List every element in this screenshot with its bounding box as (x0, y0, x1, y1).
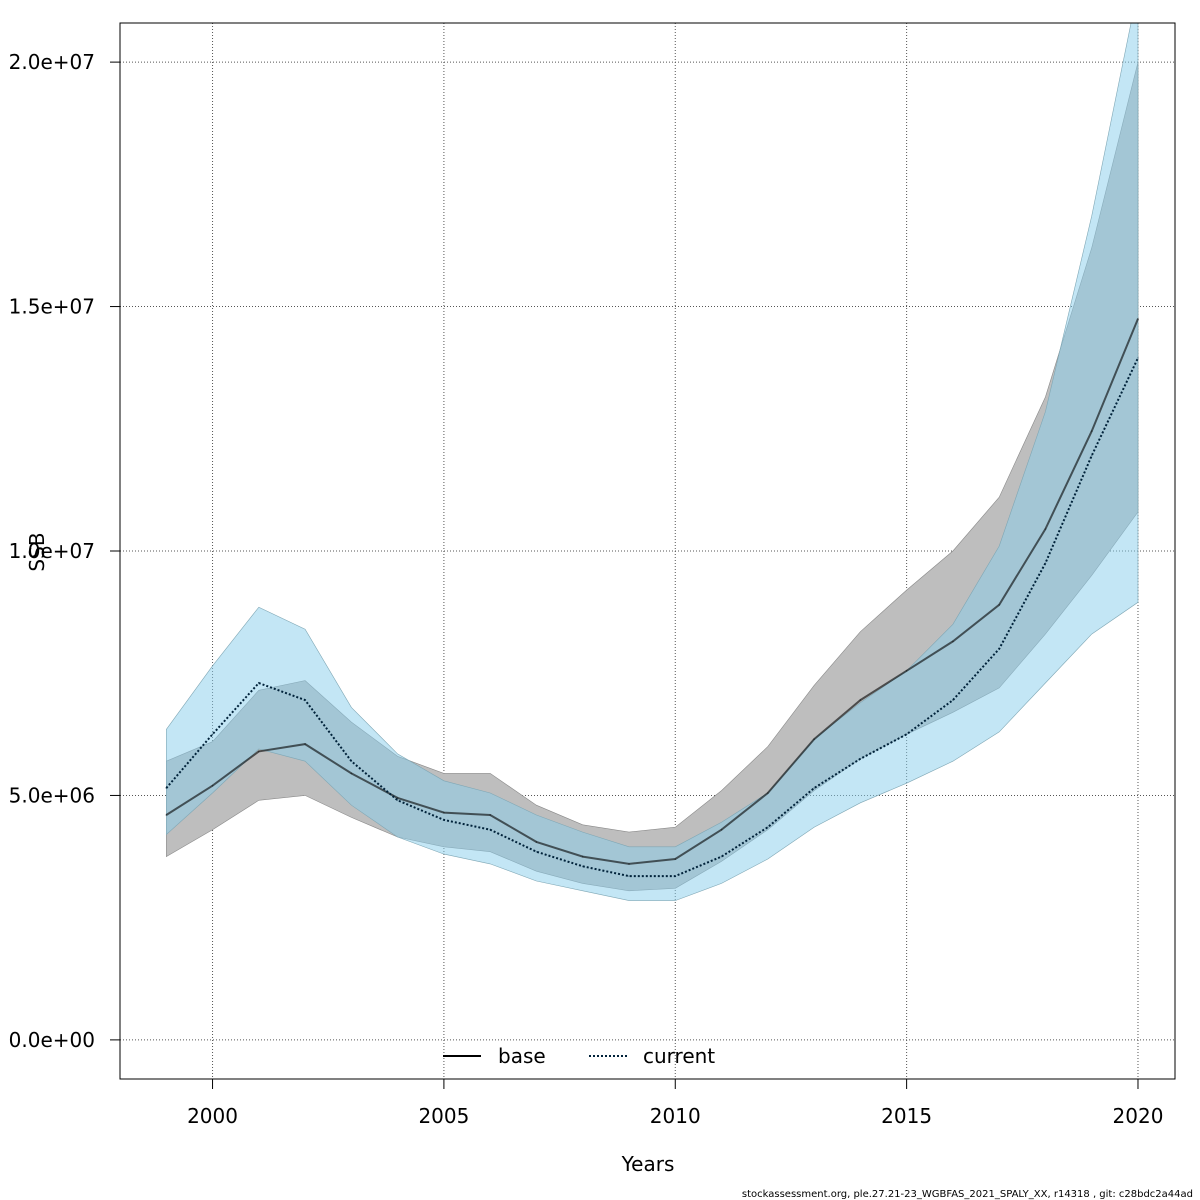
y-tick-label: 2.0e+07 (9, 50, 95, 74)
data-point-base (489, 814, 492, 816)
data-point-base (628, 863, 630, 865)
y-tick-label: 5.0e+06 (9, 783, 95, 807)
x-axis-title: Years (621, 1152, 675, 1176)
x-axis: 2000 2005 2010 2015 2020 (187, 1079, 1163, 1128)
data-point-current (952, 699, 954, 701)
data-point-current (1044, 562, 1047, 564)
data-point-current (165, 787, 168, 789)
x-tick-label: 2000 (187, 1104, 238, 1128)
x-tick-label: 2020 (1113, 1104, 1164, 1128)
data-point-base (952, 640, 954, 643)
data-point-current (489, 828, 492, 831)
data-point-base (813, 738, 815, 740)
data-point-current (998, 648, 1000, 650)
data-point-base (443, 811, 445, 814)
confidence-band-current (166, 23, 1139, 901)
data-point-current (1137, 357, 1139, 359)
data-point-current (350, 760, 353, 762)
x-tick-label: 2005 (418, 1104, 469, 1128)
x-tick-label: 2015 (881, 1104, 932, 1128)
data-point-base (998, 604, 1000, 606)
data-point-base (859, 699, 862, 701)
data-point-base (905, 670, 908, 672)
data-point-current (767, 826, 769, 828)
data-point-current (674, 875, 677, 877)
y-axis-title: SSB (25, 532, 49, 571)
data-point-base (1137, 318, 1139, 320)
y-tick-label: 1.5e+07 (9, 295, 95, 319)
data-point-base (674, 858, 677, 860)
data-point-current (905, 733, 908, 736)
data-point-base (165, 814, 168, 816)
series-lines (165, 318, 1139, 878)
data-point-current (443, 819, 445, 821)
data-point-base (304, 743, 306, 745)
confidence-bands (166, 23, 1139, 901)
legend: base current (443, 1044, 715, 1068)
series-line-base (165, 318, 1139, 865)
y-axis: 0.0e+00 5.0e+06 1.0e+07 1.5e+07 2.0e+07 (9, 50, 120, 1052)
data-point-current (628, 875, 630, 877)
data-point-base (767, 792, 769, 794)
footnote: stockassessment.org, ple.27.21-23_WGBFAS… (742, 1189, 1193, 1200)
legend-base-label: base (498, 1044, 546, 1068)
data-point-current (258, 682, 260, 684)
data-point-base (211, 784, 214, 787)
data-point-base (258, 750, 260, 753)
data-point-current (304, 699, 306, 701)
data-point-base (1044, 528, 1047, 530)
data-point-base (720, 828, 723, 831)
data-point-current (720, 855, 723, 858)
data-point-base (581, 855, 584, 858)
data-point-current (396, 799, 399, 802)
y-tick-label: 1.0e+07 (9, 539, 95, 563)
y-tick-label: 0.0e+00 (9, 1028, 95, 1052)
data-point-base (1090, 430, 1093, 433)
data-point-current (211, 733, 214, 736)
legend-current-label: current (643, 1044, 715, 1068)
data-point-base (350, 772, 353, 775)
data-point-base (535, 841, 538, 843)
data-point-current (813, 787, 815, 789)
data-point-current (535, 850, 538, 853)
data-point-current (859, 758, 862, 760)
data-point-current (581, 865, 584, 868)
data-point-current (1090, 454, 1093, 457)
x-tick-label: 2010 (650, 1104, 701, 1128)
data-point-base (396, 797, 399, 799)
